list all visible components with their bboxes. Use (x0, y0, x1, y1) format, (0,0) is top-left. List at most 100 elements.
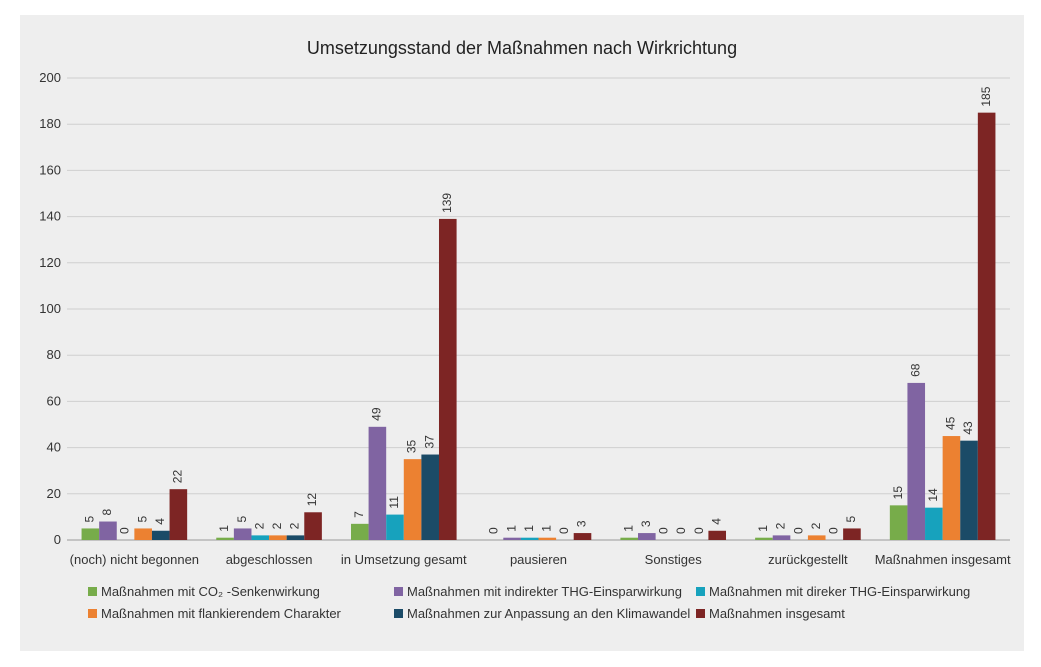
legend-swatch (88, 587, 97, 596)
data-label: 37 (422, 435, 436, 449)
legend-swatch (394, 587, 403, 596)
bar (134, 528, 152, 540)
data-label: 7 (352, 511, 366, 518)
data-label: 1 (504, 525, 518, 532)
data-label: 2 (270, 522, 284, 529)
bar (977, 112, 996, 541)
data-label: 5 (135, 515, 149, 522)
category-label: (noch) nicht begonnen (70, 552, 199, 567)
data-label: 0 (557, 527, 571, 534)
bar (638, 533, 656, 540)
data-label: 2 (288, 522, 302, 529)
bar (620, 537, 639, 540)
legend: Maßnahmen mit CO₂ -Senkenwirkung Maßnahme… (88, 584, 970, 621)
bar (421, 454, 439, 540)
bar (216, 537, 234, 540)
y-tick-label: 120 (39, 255, 61, 270)
data-label: 1 (217, 525, 231, 532)
legend-swatch (696, 587, 705, 596)
legend-swatch (696, 609, 705, 618)
data-label: 43 (961, 421, 975, 435)
data-label: 0 (791, 527, 805, 534)
data-label: 15 (891, 486, 905, 500)
legend-label: Maßnahmen zur Anpassung an den Klimawand… (407, 606, 690, 621)
data-label: 0 (487, 527, 501, 534)
legend-swatch (88, 609, 97, 618)
bar (269, 535, 287, 540)
bar (807, 535, 826, 540)
chart-panel: Umsetzungsstand der Maßnahmen nach Wirkr… (20, 15, 1024, 651)
grid-lines (67, 77, 1010, 541)
legend-label: Maßnahmen insgesamt (709, 606, 845, 621)
bar (520, 537, 539, 540)
data-label: 11 (387, 496, 401, 509)
data-label: 1 (539, 525, 553, 532)
y-tick-label: 180 (39, 116, 61, 131)
bar (503, 537, 521, 540)
bar (386, 514, 404, 540)
data-label: 0 (692, 527, 706, 534)
bar (960, 440, 978, 540)
bar (889, 505, 908, 540)
data-label: 22 (171, 470, 185, 484)
data-label: 4 (153, 518, 167, 525)
data-label: 68 (908, 363, 922, 377)
data-label: 2 (809, 522, 823, 529)
bar (251, 535, 270, 540)
y-tick-label: 60 (47, 393, 61, 408)
bar (169, 489, 188, 540)
bar (942, 436, 961, 540)
data-label: 185 (979, 86, 993, 106)
bar (350, 523, 369, 540)
data-label: 3 (639, 520, 653, 527)
legend-label: Maßnahmen mit flankierendem Charakter (101, 606, 342, 621)
legend-label: Maßnahmen mit CO₂ -Senkenwirkung (101, 584, 320, 599)
data-label: 45 (944, 416, 958, 430)
bar (233, 528, 252, 540)
category-label: zurückgestellt (768, 552, 848, 567)
y-tick-label: 80 (47, 347, 61, 362)
bar (925, 507, 943, 540)
y-tick-label: 0 (54, 532, 61, 547)
y-tick-label: 140 (39, 209, 61, 224)
bar (151, 530, 170, 540)
y-tick-label: 160 (39, 162, 61, 177)
data-label: 1 (621, 525, 635, 532)
data-label: 14 (926, 488, 940, 502)
category-label: in Umsetzung gesamt (341, 552, 467, 567)
bar (304, 512, 322, 540)
data-label: 2 (774, 522, 788, 529)
bars (81, 112, 996, 541)
data-label: 2 (252, 522, 266, 529)
legend-swatch (394, 609, 403, 618)
data-label: 139 (440, 193, 454, 213)
data-label: 5 (83, 515, 97, 522)
data-label: 0 (657, 527, 671, 534)
data-label: 12 (305, 493, 319, 507)
data-label: 0 (674, 527, 688, 534)
category-label: abgeschlossen (226, 552, 313, 567)
bar (81, 528, 100, 540)
bar (843, 528, 861, 540)
bar (438, 218, 457, 540)
data-label: 8 (100, 509, 114, 516)
bar (907, 382, 926, 540)
data-label: 1 (756, 525, 770, 532)
bar (538, 537, 557, 540)
bar (708, 530, 727, 540)
bar (403, 459, 422, 540)
bar (772, 535, 791, 540)
data-label: 35 (405, 439, 419, 453)
category-label: pausieren (510, 552, 567, 567)
y-tick-label: 20 (47, 486, 61, 501)
category-label: Sonstiges (645, 552, 703, 567)
data-label: 1 (522, 525, 536, 532)
y-tick-label: 40 (47, 440, 61, 455)
y-tick-label: 100 (39, 301, 61, 316)
data-label: 49 (370, 407, 384, 421)
bar (286, 535, 305, 540)
chart-title: Umsetzungsstand der Maßnahmen nach Wirkr… (307, 38, 737, 58)
bar (573, 533, 592, 540)
bar (755, 537, 773, 540)
